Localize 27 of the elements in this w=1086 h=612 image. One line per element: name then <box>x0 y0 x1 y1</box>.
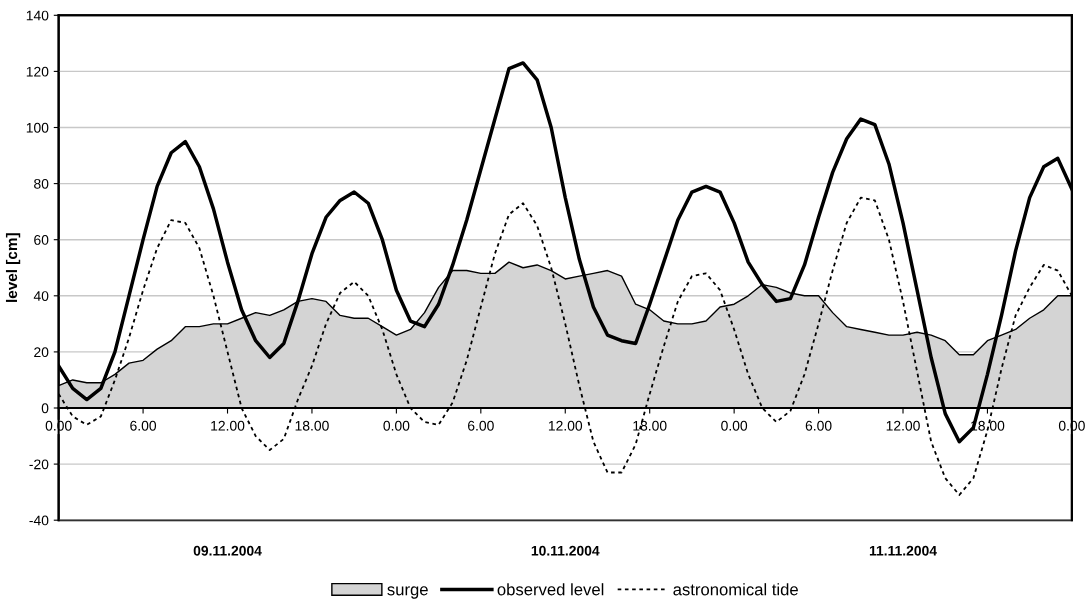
x-tick-label: 6.00 <box>805 420 832 431</box>
y-tick-label: 0 <box>41 403 49 414</box>
y-tick-label: -40 <box>29 515 49 526</box>
y-tick-label: 80 <box>34 178 49 189</box>
y-tick-label: -20 <box>29 459 49 470</box>
y-tick-label: 120 <box>26 66 49 77</box>
y-tick-label: 100 <box>26 122 49 133</box>
x-tick-label: 6.00 <box>130 420 157 431</box>
text: 10.11.2004 <box>531 545 600 556</box>
legend-label: astronomical tide <box>673 583 798 596</box>
y-tick-label: 40 <box>33 291 49 301</box>
x-tick-label: 0.00 <box>383 420 410 431</box>
text: 11.11.2004 <box>869 545 937 556</box>
text: 09.11.2004 <box>193 545 262 556</box>
x-tick-label: 18.00 <box>295 420 329 431</box>
y-tick-label: 140 <box>26 10 49 21</box>
x-tick-label: 12.00 <box>886 420 920 431</box>
y-tick-label: 20 <box>34 347 49 358</box>
y-axis-title: level [cm] <box>5 233 21 302</box>
x-tick-label: 0.00 <box>721 420 748 431</box>
legend-label: observed level <box>497 583 604 596</box>
x-tick-label: 18.00 <box>633 420 667 431</box>
y-tick-label: 60 <box>34 235 49 245</box>
legend-label: surge <box>387 586 428 599</box>
x-tick-label: 12.00 <box>548 420 583 431</box>
x-tick-label: 12.00 <box>211 420 245 431</box>
x-tick-label: 6.00 <box>468 420 494 431</box>
